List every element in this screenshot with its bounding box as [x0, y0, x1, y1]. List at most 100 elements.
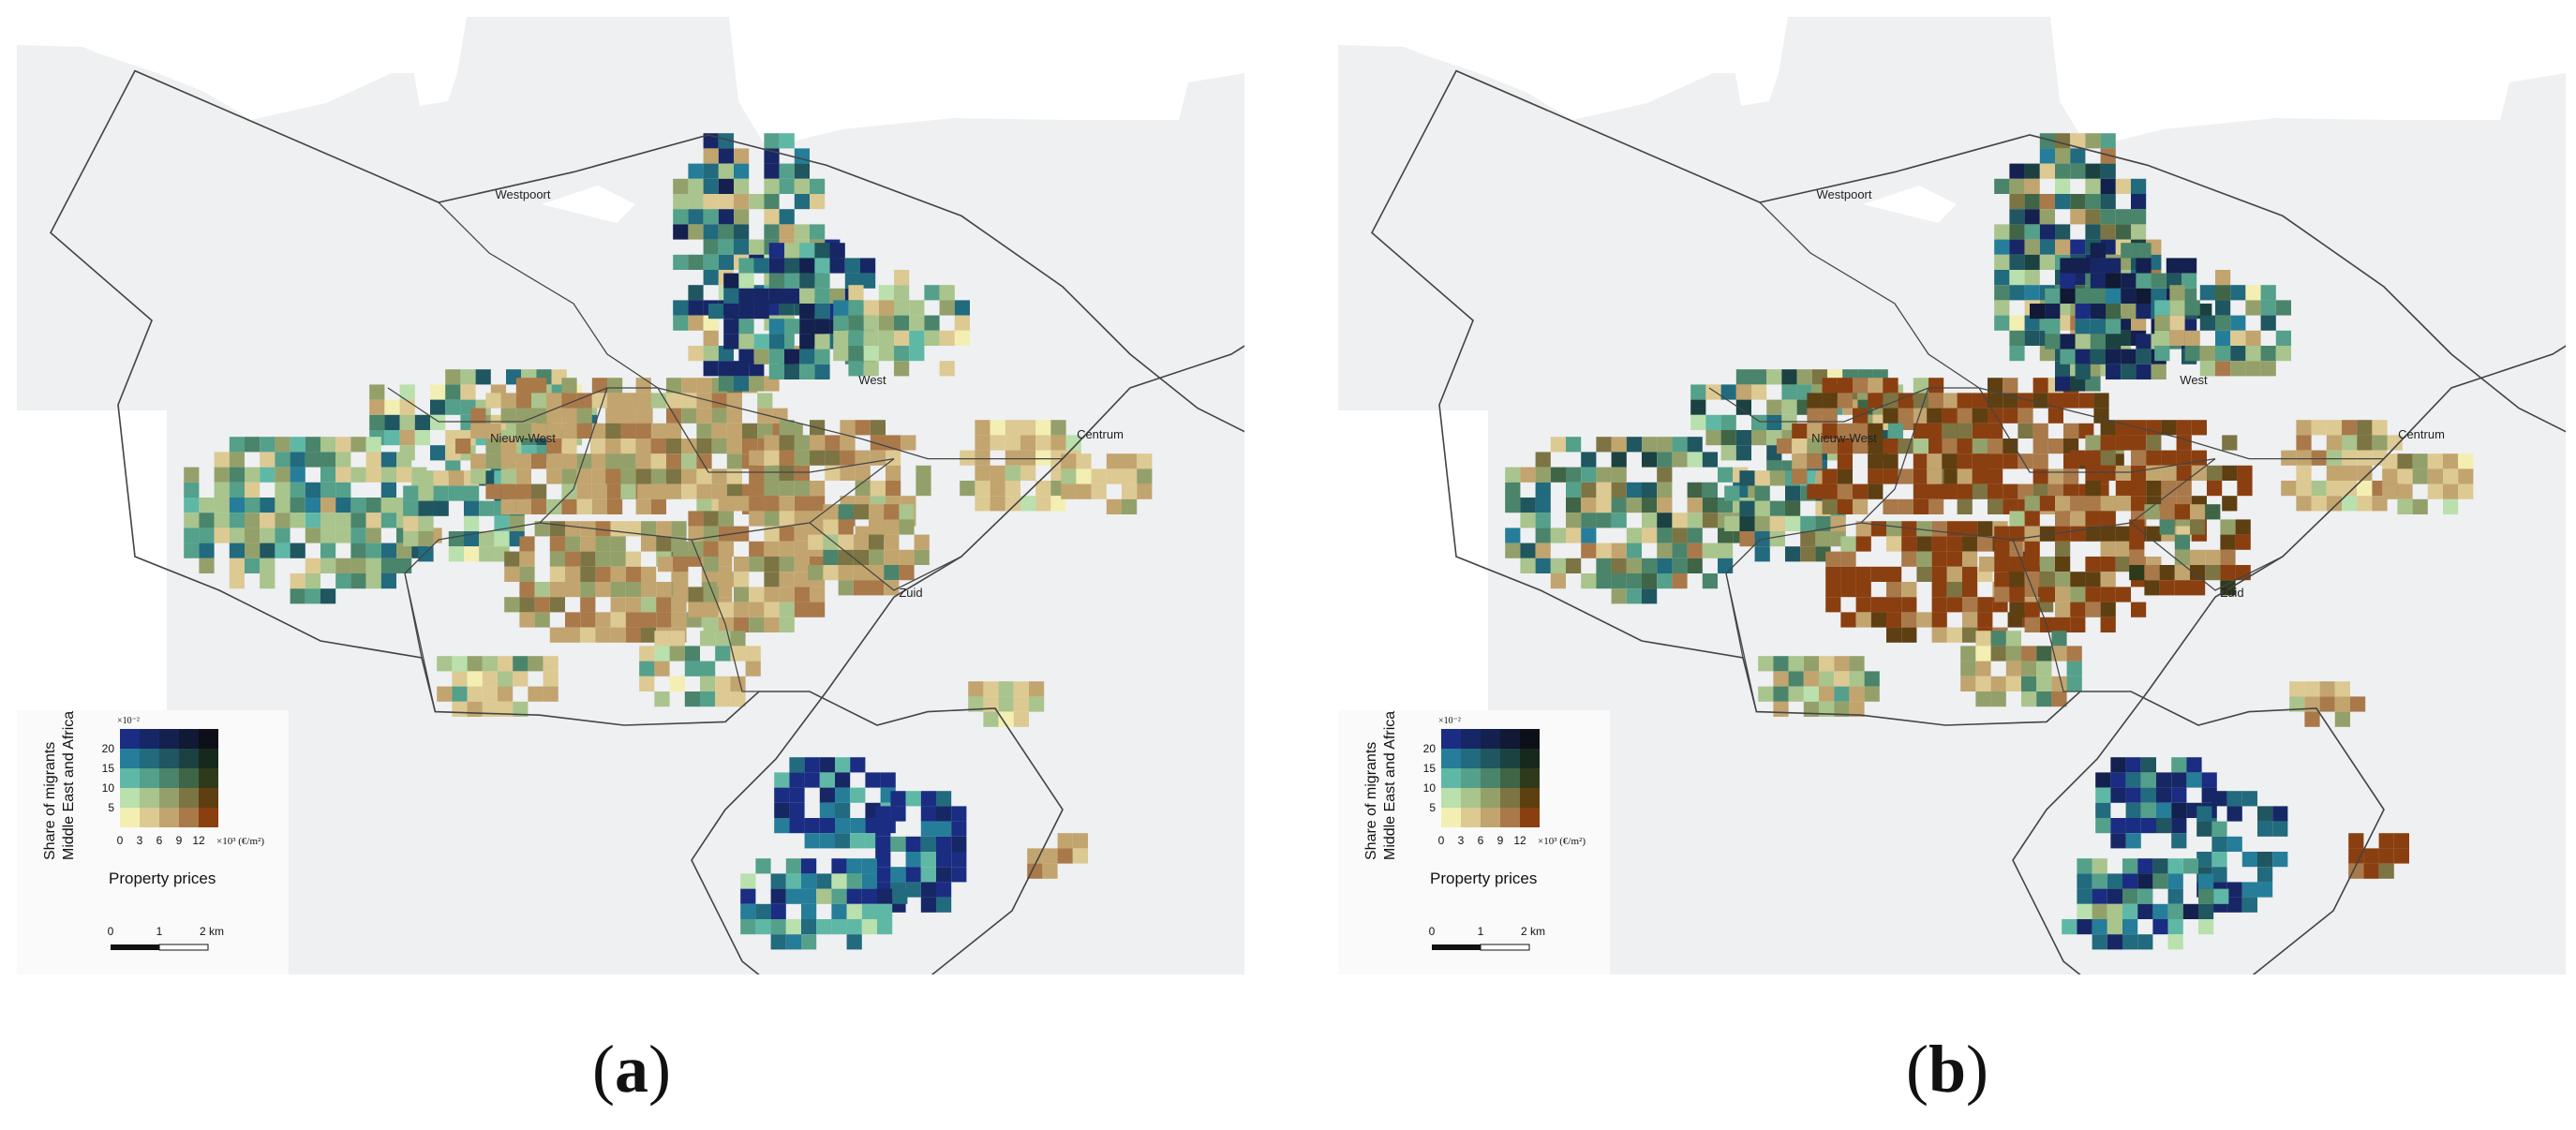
- grid-cell: [726, 408, 742, 424]
- grid-cell: [2107, 873, 2122, 889]
- grid-cell: [1758, 656, 1774, 672]
- grid-cell: [641, 597, 657, 613]
- grid-cell: [452, 656, 468, 672]
- grid-cell: [1137, 453, 1153, 469]
- grid-cell: [380, 482, 396, 498]
- grid-cell: [2047, 408, 2063, 424]
- grid-cell: [380, 573, 396, 589]
- legend-y-title-2: Middle East and Africa: [61, 711, 77, 860]
- grid-cell: [742, 423, 758, 439]
- grid-cell: [983, 681, 999, 697]
- grid-cell: [814, 334, 830, 349]
- grid-cell: [1988, 498, 2003, 514]
- grid-cell: [2100, 496, 2116, 512]
- legend-x-tick: 6: [156, 834, 163, 847]
- grid-cell: [779, 420, 795, 436]
- grid-cell: [1057, 833, 1073, 849]
- grid-cell: [1898, 468, 1913, 484]
- grid-cell: [1868, 423, 1884, 439]
- grid-cell: [1822, 408, 1838, 424]
- grid-cell: [835, 802, 851, 818]
- grid-cell: [840, 450, 856, 466]
- grid-cell: [2045, 288, 2061, 304]
- grid-cell: [726, 483, 742, 499]
- grid-cell: [1754, 470, 1770, 486]
- grid-cell: [641, 521, 657, 537]
- grid-cell: [1855, 597, 1871, 613]
- grid-cell: [666, 453, 682, 469]
- grid-cell: [245, 437, 261, 453]
- grid-cell: [1931, 627, 1947, 643]
- grid-cell: [2055, 496, 2071, 512]
- grid-cell: [819, 787, 835, 803]
- grid-cell: [794, 194, 810, 210]
- grid-cell: [2077, 873, 2092, 889]
- grid-cell: [290, 498, 305, 513]
- grid-cell: [2100, 465, 2116, 481]
- grid-cell: [2397, 483, 2413, 499]
- grid-cell: [2211, 867, 2227, 883]
- grid-cell: [1957, 498, 1973, 514]
- grid-cell: [2024, 163, 2040, 179]
- grid-cell: [1535, 543, 1551, 558]
- grid-cell: [549, 521, 565, 537]
- grid-cell: [1013, 696, 1029, 712]
- grid-cell: [1883, 468, 1898, 484]
- grid-cell: [305, 588, 320, 604]
- district-boundary-line: [438, 201, 659, 389]
- grid-cell: [229, 558, 245, 573]
- grid-cell: [1901, 582, 1917, 598]
- grid-cell: [1927, 423, 1943, 439]
- grid-cell: [1994, 178, 2010, 194]
- grid-cell: [2144, 504, 2160, 520]
- grid-cell: [2039, 346, 2055, 362]
- grid-cell: [2095, 787, 2111, 803]
- grid-cell: [789, 802, 805, 818]
- grid-cell: [2100, 450, 2116, 466]
- grid-cell: [641, 536, 657, 552]
- grid-cell: [2152, 873, 2168, 889]
- grid-cell: [846, 903, 862, 919]
- grid-cell: [2230, 361, 2246, 377]
- grid-cell: [2039, 557, 2055, 572]
- grid-cell: [890, 806, 906, 822]
- grid-cell: [2055, 511, 2071, 527]
- grid-cell: [2024, 178, 2040, 194]
- grid-cell: [2115, 496, 2131, 512]
- grid-cell: [696, 453, 712, 469]
- grid-cell: [2100, 587, 2116, 602]
- grid-cell: [464, 500, 480, 516]
- grid-cell: [734, 602, 750, 617]
- grid-cell: [768, 243, 784, 259]
- grid-cell: [2311, 481, 2327, 497]
- grid-cell: [2095, 772, 2111, 788]
- grid-cell: [1972, 453, 1988, 469]
- grid-cell: [2070, 602, 2086, 617]
- grid-cell: [1957, 468, 1973, 484]
- grid-cell: [2184, 330, 2200, 346]
- district-boundary-line: [1978, 387, 2216, 473]
- grid-cell: [673, 194, 689, 210]
- legend-swatch: [199, 749, 218, 768]
- grid-cell: [1769, 531, 1785, 547]
- grid-cell: [833, 346, 849, 362]
- grid-cell: [2226, 806, 2242, 822]
- grid-cell: [779, 496, 795, 512]
- grid-cell: [418, 500, 434, 516]
- grid-cell: [369, 414, 385, 430]
- grid-cells: [1505, 133, 2474, 950]
- grid-cell: [1988, 393, 2003, 409]
- grid-cell: [639, 676, 655, 691]
- legend-swatch: [140, 768, 159, 788]
- legend-swatch: [1441, 729, 1461, 749]
- grid-cell: [515, 483, 531, 499]
- grid-cell: [549, 536, 565, 552]
- grid-cell: [1596, 513, 1612, 528]
- grid-cell: [260, 528, 275, 543]
- grid-cell: [1057, 848, 1073, 864]
- grid-cell: [485, 439, 501, 454]
- grid-cell: [2066, 676, 2082, 691]
- grid-cell: [1718, 543, 1734, 558]
- grid-cell: [2190, 519, 2206, 535]
- grid-cell: [2131, 315, 2147, 331]
